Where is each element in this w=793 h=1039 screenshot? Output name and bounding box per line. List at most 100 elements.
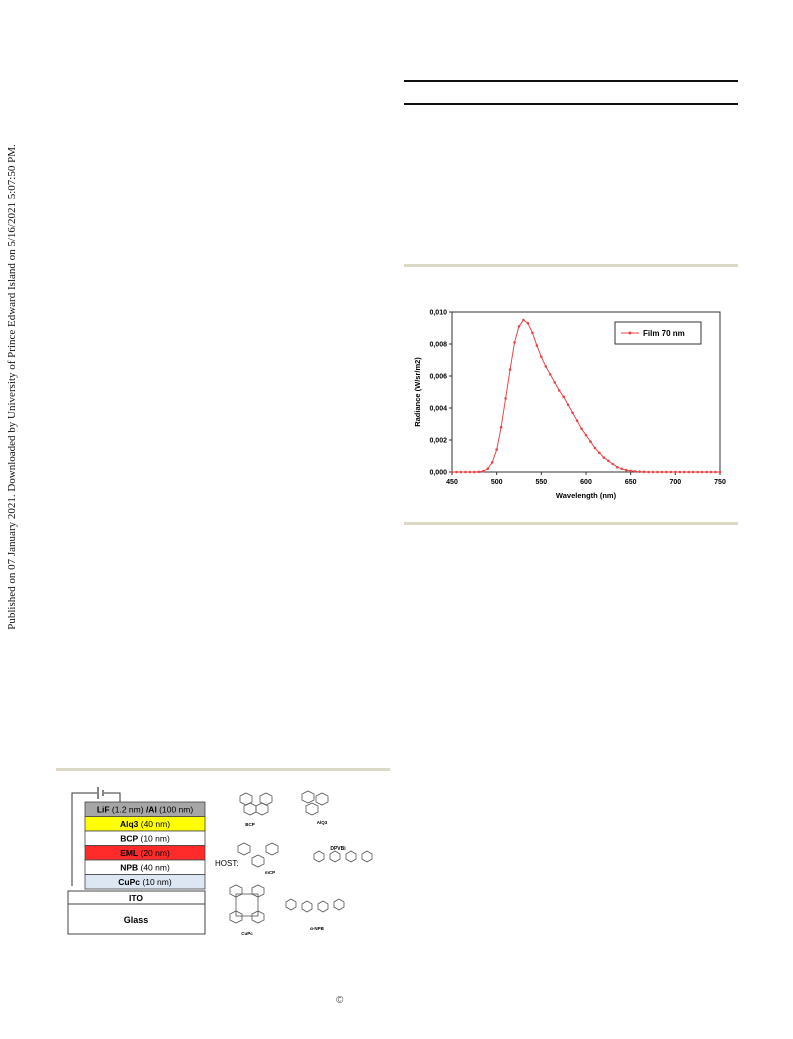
layer-text-part: Alq3 (120, 819, 139, 829)
circuit-wire (71, 792, 97, 886)
series-point (656, 470, 659, 474)
series-point (566, 403, 570, 407)
series-point (522, 318, 525, 322)
series-point (486, 467, 490, 471)
npb-label: α-NPB (310, 926, 325, 931)
device-figure-rule (56, 768, 390, 771)
publication-note-text: Published on 07 January 2021. Downloaded… (6, 144, 18, 630)
layer-text-part: LiF (97, 805, 110, 815)
series-point (544, 365, 548, 368)
series-point (553, 381, 557, 384)
figure-rule-bottom (404, 522, 738, 525)
x-tick-label: 500 (491, 479, 503, 486)
series-point (450, 470, 454, 474)
series-point (629, 469, 632, 473)
layer-text-part: /Al (146, 805, 157, 815)
alq3-layer-label: Alq3 (40 nm) (120, 819, 170, 829)
series-point (678, 470, 682, 474)
dpvbi-label: DPVBi (330, 846, 346, 852)
series-point (526, 321, 530, 325)
bcp-molecule-icon (239, 792, 273, 816)
series-point (589, 440, 592, 443)
series-point (615, 465, 619, 469)
table-rule-top (404, 80, 738, 82)
series-point (696, 470, 699, 474)
series-point (504, 397, 507, 400)
cupc-layer-label: CuPc (10 nm) (118, 877, 172, 887)
layer-text-part: (20 nm) (138, 848, 170, 858)
series-point (580, 427, 583, 431)
copyright-symbol: © (336, 995, 344, 1006)
series-point (459, 470, 463, 474)
series-point (651, 470, 655, 474)
series-point (575, 419, 579, 423)
legend-box (614, 321, 702, 345)
layer-text-part: (1.2 nm) (110, 805, 146, 815)
y-tick-label: 0,010 (429, 310, 447, 317)
circuit-wire-right (104, 792, 121, 802)
series-point (687, 470, 691, 474)
series-point (638, 470, 641, 473)
x-tick-label: 600 (580, 479, 592, 486)
y-tick-label: 0,002 (429, 438, 447, 445)
legend-marker (628, 331, 632, 335)
series-point (531, 331, 534, 335)
series-point (473, 470, 476, 474)
series-point (557, 389, 561, 392)
series-point (624, 468, 628, 472)
layer-text-part: (100 nm) (157, 805, 194, 815)
glass-label: Glass (124, 915, 149, 925)
series-point (674, 470, 677, 474)
alq3-molecule-icon (301, 790, 329, 816)
legend-label: Film 70 nm (643, 329, 685, 338)
layer-text-part: (10 nm) (140, 877, 172, 887)
series-point (499, 425, 503, 429)
series-point (633, 470, 637, 473)
series-point (562, 395, 565, 399)
series-point (611, 462, 615, 466)
series-point (691, 470, 695, 474)
series-point (598, 451, 601, 455)
mcp-molecule-icon (237, 842, 279, 868)
eml-layer-label: EML (20 nm) (120, 848, 170, 858)
series-point (700, 470, 704, 474)
device-layers: LiF (1.2 nm) /Al (100 nm)Alq3 (40 nm)BCP… (84, 801, 206, 890)
series-point (468, 470, 472, 474)
series-point (548, 373, 552, 376)
series-point (535, 344, 539, 347)
layer-text-part: (40 nm) (138, 863, 170, 873)
sidebar-publication-note: Published on 07 January 2021. Downloaded… (5, 135, 19, 640)
y-tick-label: 0,008 (429, 342, 447, 349)
series-point (669, 470, 673, 474)
legend: Film 70 nm (614, 321, 702, 345)
lif-al-layer-label: LiF (1.2 nm) /Al (100 nm) (97, 805, 194, 815)
table-rule-bottom (404, 103, 738, 105)
device-structure-svg: LiF (1.2 nm) /Al (100 nm)Alq3 (40 nm)BCP… (67, 787, 373, 936)
device-structure-figure: LiF (1.2 nm) /Al (100 nm) Alq3 (40 nm) BCP… (60, 782, 390, 942)
x-tick-label: 700 (669, 479, 681, 486)
x-tick-label: 650 (625, 479, 637, 486)
figure-rule-top (404, 264, 738, 267)
series-point (490, 461, 494, 464)
x-axis-label: Wavelength (nm) (556, 491, 617, 500)
series-point (571, 411, 574, 415)
npb-molecule-icon (285, 898, 345, 913)
y-axis-ticks: 0,000 0,002 0,004 0,006 0,008 0,010 (429, 310, 452, 477)
series-point (481, 469, 485, 473)
layer-text-part: BCP (120, 834, 138, 844)
x-tick-label: 750 (714, 479, 726, 486)
cupc-label: CuPc (241, 931, 253, 936)
series-point (593, 446, 597, 450)
series-point (705, 470, 708, 474)
layer-text-part: NPB (120, 863, 138, 873)
series-point (714, 470, 717, 474)
series-point (647, 470, 650, 474)
ito-label: ITO (129, 893, 143, 903)
series-points (450, 318, 722, 474)
alq3-label: AlQ3 (317, 820, 328, 825)
layer-text-part: (40 nm) (138, 819, 170, 829)
x-axis-ticks: 450 500 550 600 650 700 750 (446, 472, 726, 486)
npb-layer-label: NPB (40 nm) (120, 863, 170, 873)
x-tick-label: 550 (535, 479, 547, 486)
layer-text-part: EML (120, 848, 138, 858)
